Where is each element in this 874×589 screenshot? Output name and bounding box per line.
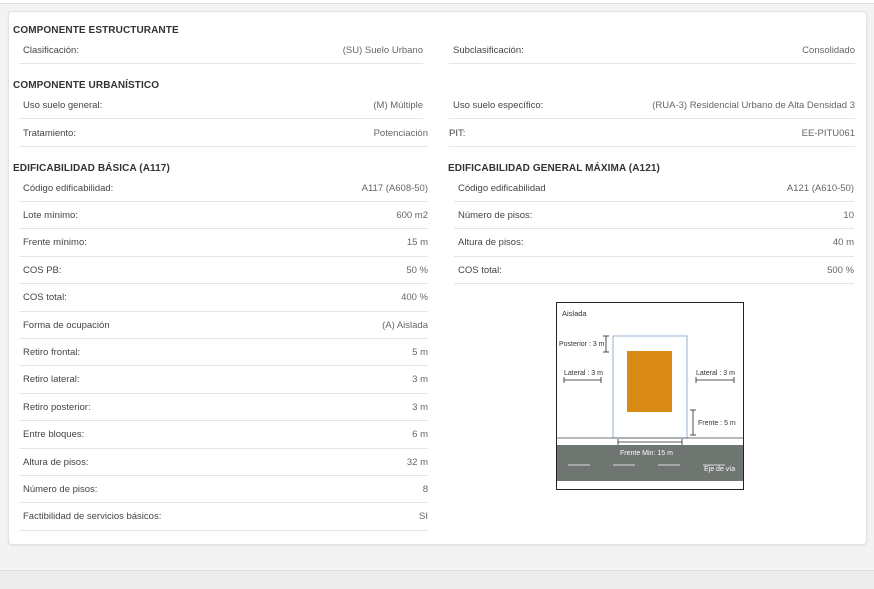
section-title-basica: EDIFICABILIDAD BÁSICA (A117): [13, 163, 170, 174]
lateral-right-label: Lateral : 3 m: [696, 370, 735, 377]
basica-row-value: (A) Aislada: [382, 319, 428, 331]
basica-row-label: Altura de pisos:: [23, 456, 89, 468]
basica-row-value: 600 m2: [396, 209, 428, 221]
basica-row-label: Factibilidad de servicios básicos:: [23, 511, 162, 523]
basica-row-label: COS PB:: [23, 264, 62, 276]
basica-row: COS total: 400 %: [19, 285, 428, 312]
basica-row-value: 6 m: [412, 429, 428, 441]
basica-row: Número de pisos: 8: [19, 476, 428, 504]
basica-row-label: Número de pisos:: [23, 483, 98, 495]
section-title-urbanistico: COMPONENTE URBANÍSTICO: [13, 80, 160, 91]
setback-diagram: Aislada Posterior : 3 m Lateral : 3 m La…: [556, 302, 744, 490]
value-tratamiento: Potenciación: [373, 127, 428, 139]
label-clasificacion: Clasificación:: [23, 44, 79, 56]
maxima-row: Código edificabilidad A121 (A610-50): [454, 175, 854, 202]
basica-row-value: 5 m: [412, 346, 428, 358]
basica-row-label: Entre bloques:: [23, 429, 85, 441]
basica-row: Frente mínimo: 15 m: [19, 230, 428, 257]
frente-label: Frente : 5 m: [698, 420, 736, 427]
basica-row: Código edificabilidad: A117 (A608-50): [19, 175, 428, 202]
row-clasificacion: Clasificación: (SU) Suelo Urbano: [19, 37, 423, 64]
basica-row: Altura de pisos: 32 m: [19, 449, 428, 476]
basica-row-value: SI: [419, 511, 428, 523]
label-pit: PIT:: [449, 127, 466, 139]
row-uso-general: Uso suelo general: (M) Múltiple: [19, 92, 423, 119]
value-pit: EE-PITU061: [801, 127, 855, 139]
basica-row-label: Código edificabilidad:: [23, 182, 114, 194]
lateral-left-label: Lateral : 3 m: [564, 370, 603, 377]
section-title-estructurante: COMPONENTE ESTRUCTURANTE: [13, 25, 179, 36]
basica-row: Entre bloques: 6 m: [19, 422, 428, 449]
basica-row: Retiro posterior: 3 m: [19, 394, 428, 422]
row-subclasificacion: Subclasificación: Consolidado: [449, 37, 855, 64]
maxima-row-value: 10: [843, 209, 854, 221]
row-tratamiento: Tratamiento: Potenciación: [19, 120, 428, 147]
frente-min-label: Frente Min: 15 m: [620, 450, 673, 457]
basica-row-value: 3 m: [412, 374, 428, 386]
basica-row-value: 3 m: [412, 401, 428, 413]
maxima-row-label: Altura de pisos:: [458, 237, 524, 249]
maxima-row: Altura de pisos: 40 m: [454, 230, 854, 257]
basica-row-value: 32 m: [406, 456, 428, 468]
label-subclasificacion: Subclasificación:: [453, 44, 524, 56]
basica-row-label: Retiro posterior:: [23, 401, 91, 413]
basica-row-value: 15 m: [406, 237, 428, 249]
basica-row-label: Frente mínimo:: [23, 237, 87, 249]
bottom-strip: [0, 570, 874, 589]
basica-row-value: 400 %: [401, 292, 428, 304]
basica-row-value: 50 %: [406, 264, 428, 276]
maxima-row-value: A121 (A610-50): [786, 182, 854, 194]
basica-row: COS PB: 50 %: [19, 257, 428, 285]
basica-row-value: A117 (A608-50): [361, 182, 428, 194]
value-subclasificacion: Consolidado: [802, 44, 855, 56]
basica-row-label: Lote mínimo:: [23, 209, 78, 221]
value-uso-general: (M) Múltiple: [373, 99, 423, 111]
maxima-row: COS total: 500 %: [454, 257, 854, 285]
basica-row: Retiro lateral: 3 m: [19, 367, 428, 394]
label-uso-general: Uso suelo general:: [23, 99, 103, 111]
basica-row: Factibilidad de servicios básicos: SI: [19, 504, 428, 531]
diagram-title: Aislada: [562, 309, 587, 318]
zoning-info-card: COMPONENTE ESTRUCTURANTE Clasificación: …: [8, 11, 867, 545]
label-uso-especifico: Uso suelo específico:: [453, 99, 544, 111]
eje-via-label: Eje de vía: [704, 466, 735, 473]
posterior-label: Posterior : 3 m: [559, 341, 605, 348]
maxima-row-label: COS total:: [458, 264, 502, 276]
maxima-row-value: 500 %: [827, 264, 854, 276]
maxima-row-value: 40 m: [832, 237, 854, 249]
basica-row: Forma de ocupación (A) Aislada: [19, 312, 428, 339]
basica-row: Retiro frontal: 5 m: [19, 339, 428, 367]
maxima-row-label: Código edificabilidad: [458, 182, 546, 194]
maxima-row: Número de pisos: 10: [454, 202, 854, 230]
basica-row-label: Retiro lateral:: [23, 374, 80, 386]
top-border: [0, 0, 874, 4]
label-tratamiento: Tratamiento:: [23, 127, 76, 139]
basica-row: Lote mínimo: 600 m2: [19, 202, 428, 230]
basica-row-value: 8: [422, 483, 428, 495]
value-uso-especifico: (RUA-3) Residencial Urbano de Alta Densi…: [652, 99, 855, 111]
maxima-row-label: Número de pisos:: [458, 209, 533, 221]
section-title-maxima: EDIFICABILIDAD GENERAL MÁXIMA (A121): [448, 163, 660, 174]
basica-row-label: COS total:: [23, 292, 67, 304]
road: [557, 445, 743, 481]
building-footprint: [627, 351, 672, 412]
row-pit: PIT: EE-PITU061: [449, 120, 855, 147]
value-clasificacion: (SU) Suelo Urbano: [342, 44, 423, 56]
row-uso-especifico: Uso suelo específico: (RUA-3) Residencia…: [449, 92, 855, 119]
basica-row-label: Retiro frontal:: [23, 346, 81, 358]
basica-row-label: Forma de ocupación: [23, 319, 110, 331]
